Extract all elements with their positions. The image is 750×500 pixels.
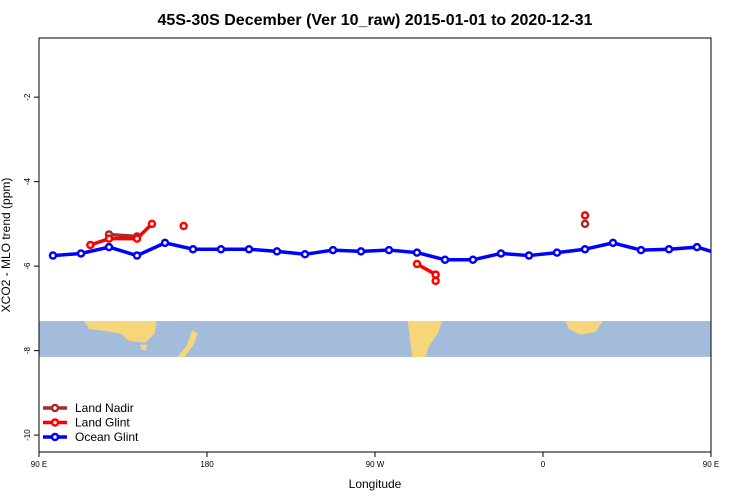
data-point — [328, 245, 338, 255]
chart-title: 45S-30S December (Ver 10_raw) 2015-01-01… — [158, 12, 593, 29]
land-south-america — [407, 321, 443, 357]
y-tick-label: -6 — [23, 262, 32, 270]
data-point — [608, 238, 618, 248]
series-land-glint — [86, 211, 590, 286]
x-tick-label: 90 W — [366, 460, 385, 469]
data-point — [188, 244, 198, 254]
data-point — [160, 238, 170, 248]
legend-marker — [50, 418, 60, 427]
data-point — [431, 276, 440, 286]
land-tasmania — [139, 344, 148, 351]
x-axis-title: Longitude — [349, 477, 402, 491]
x-tick-label: 180 — [200, 460, 214, 469]
data-point — [48, 251, 58, 260]
land-new-zealand — [177, 330, 198, 357]
data-point — [524, 251, 534, 260]
data-point — [552, 248, 562, 257]
series-layer — [48, 211, 728, 286]
data-point — [179, 221, 188, 231]
y-tick-label: -2 — [23, 93, 32, 101]
x-tick-label: 0 — [541, 460, 546, 469]
data-point — [440, 255, 450, 265]
series-line — [89, 222, 154, 247]
legend-label: Land Glint — [75, 416, 130, 430]
data-point — [412, 248, 422, 257]
y-tick-label: -8 — [23, 347, 32, 355]
series-land-nadir — [104, 219, 590, 241]
series-line — [52, 241, 711, 262]
legend-marker — [50, 403, 60, 413]
legend-label: Land Nadir — [75, 401, 134, 415]
legend-item-ocean-glint: Ocean Glint — [43, 430, 139, 444]
data-point — [216, 244, 226, 254]
data-point — [412, 259, 422, 269]
map-band — [39, 321, 711, 357]
data-point — [468, 255, 478, 265]
x-tick-label: 90 E — [703, 460, 719, 469]
data-point — [132, 234, 142, 243]
data-point — [147, 219, 157, 229]
legend-label: Ocean Glint — [75, 430, 139, 444]
data-point — [496, 249, 506, 258]
data-point — [580, 211, 590, 220]
legend-marker — [50, 432, 60, 442]
data-point — [300, 250, 310, 259]
data-point — [104, 234, 114, 243]
land-africa — [565, 321, 603, 335]
legend-item-land-nadir: Land Nadir — [43, 401, 134, 415]
data-point — [272, 247, 282, 256]
data-point — [580, 219, 590, 229]
data-point — [244, 244, 254, 254]
land-australia — [83, 321, 198, 357]
data-point — [722, 253, 728, 259]
data-point — [76, 249, 86, 258]
data-point — [132, 251, 142, 260]
data-point — [636, 245, 646, 255]
y-tick-label: -4 — [23, 178, 32, 186]
data-point — [664, 244, 674, 254]
series-ocean-glint — [48, 238, 728, 265]
x-axis: 90 E 180 90 W 0 90 E — [31, 452, 719, 469]
data-point — [86, 240, 95, 250]
series-line — [108, 232, 138, 239]
data-point — [356, 247, 366, 256]
data-point — [384, 245, 394, 255]
data-point — [580, 244, 590, 254]
y-axis-title: XCO2 - MLO trend (ppm) — [0, 178, 13, 313]
data-point — [692, 242, 702, 252]
y-axis: -2 -4 -6 -8 -10 — [23, 93, 39, 441]
y-tick-label: -10 — [23, 429, 32, 441]
x-tick-label: 90 E — [31, 460, 47, 469]
data-point — [104, 242, 114, 252]
legend-item-land-glint: Land Glint — [43, 416, 130, 430]
